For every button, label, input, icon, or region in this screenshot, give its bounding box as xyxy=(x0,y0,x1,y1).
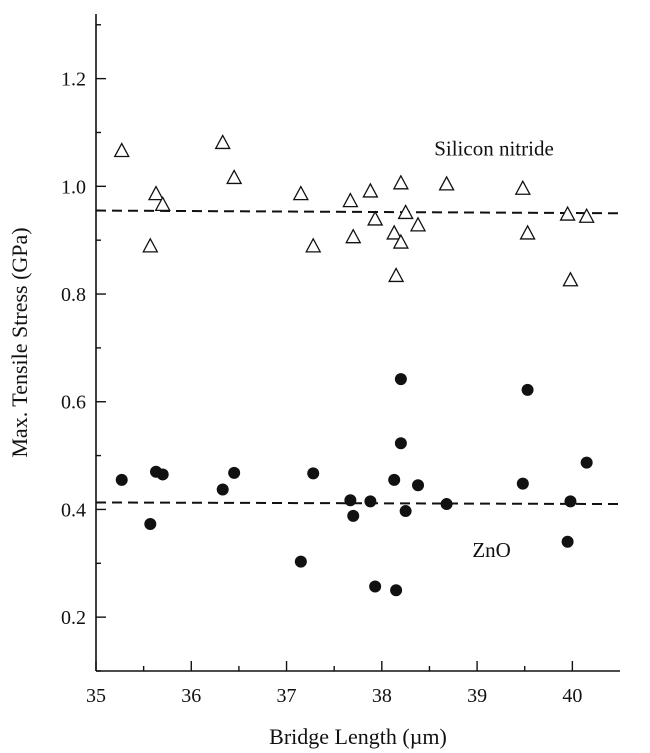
zno-point xyxy=(369,580,382,593)
zno-point xyxy=(344,494,357,507)
zno-point xyxy=(347,509,360,522)
reference-lines xyxy=(95,209,621,506)
x-tick-label: 35 xyxy=(86,685,106,707)
silicon-nitride-point xyxy=(292,185,309,201)
y-tick-label: 0.2 xyxy=(61,607,86,629)
silicon-nitride-point xyxy=(342,192,359,208)
silicon-nitride-point xyxy=(214,134,231,150)
zno-point xyxy=(440,498,453,511)
zno-point xyxy=(307,467,320,480)
silicon-nitride-point xyxy=(142,237,159,253)
y-tick-label: 1.2 xyxy=(61,69,86,91)
zno-point xyxy=(394,373,407,386)
y-tick-label: 0.4 xyxy=(61,499,86,521)
x-tick-label: 37 xyxy=(277,685,297,707)
silicon-nitride-point xyxy=(367,210,384,226)
silicon-nitride-point xyxy=(154,196,171,212)
dashed-fit-line xyxy=(95,209,621,215)
silicon-nitride-point xyxy=(113,142,130,158)
silicon-nitride-point xyxy=(519,224,536,240)
silicon-nitride-point xyxy=(392,233,409,249)
zno-point xyxy=(521,383,534,396)
zno-point xyxy=(115,473,128,486)
axes xyxy=(95,14,620,672)
silicon-nitride-point xyxy=(438,175,455,191)
x-tick-label: 38 xyxy=(372,685,392,707)
x-tick-label: 40 xyxy=(562,685,582,707)
silicon-nitride-point xyxy=(392,174,409,190)
silicon-nitride-point xyxy=(578,207,595,223)
zno-point xyxy=(394,437,407,450)
zno-point xyxy=(144,517,157,530)
zno-point xyxy=(228,466,241,479)
silicon-nitride-point xyxy=(386,224,403,240)
silicon-nitride-point xyxy=(514,179,531,195)
silicon-nitride-point xyxy=(409,216,427,232)
zno-point xyxy=(294,555,307,568)
zno-point xyxy=(412,479,425,492)
silicon-nitride-point xyxy=(305,237,322,253)
zno-point xyxy=(390,584,403,597)
zno-point xyxy=(516,477,529,490)
x-tick-label: 36 xyxy=(181,685,201,707)
silicon-nitride-point xyxy=(226,169,243,185)
silicon-nitride-point xyxy=(362,182,379,198)
x-axis-title: Bridge Length (µm) xyxy=(269,724,447,749)
y-axis-title: Max. Tensile Stress (GPa) xyxy=(7,227,32,457)
zno-point xyxy=(580,456,593,469)
annotation-zno: ZnO xyxy=(472,538,511,562)
y-tick-label: 1.0 xyxy=(61,176,86,198)
zno-point xyxy=(388,473,401,486)
zno-point xyxy=(156,468,169,481)
silicon-nitride-point xyxy=(562,271,579,287)
silicon-nitride-point xyxy=(397,204,414,220)
silicon-nitride-point xyxy=(147,185,165,201)
data-points xyxy=(113,134,595,597)
zno-point xyxy=(564,495,577,508)
ticks: 35 36 37 38 39 40 0.2 0.4 0.6 0.8 1.0 1.2 xyxy=(61,24,582,707)
silicon-nitride-point xyxy=(388,267,405,283)
silicon-nitride-point xyxy=(559,205,576,221)
y-tick-label: 0.8 xyxy=(61,284,86,306)
zno-point xyxy=(216,483,229,496)
zno-point xyxy=(399,505,412,518)
zno-point xyxy=(561,535,574,548)
dashed-fit-line xyxy=(95,501,621,506)
silicon-nitride-point xyxy=(345,228,362,244)
zno-point xyxy=(364,495,377,508)
x-tick-label: 39 xyxy=(467,685,487,707)
annotation-silicon-nitride: Silicon nitride xyxy=(434,137,554,161)
y-tick-label: 0.6 xyxy=(61,392,86,414)
